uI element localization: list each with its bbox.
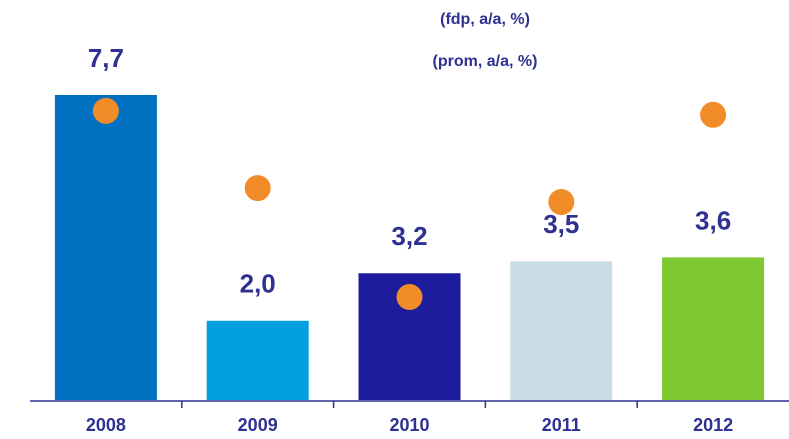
x-tick-label: 2008 (86, 415, 126, 435)
bar (54, 95, 157, 400)
dot (244, 175, 271, 202)
bar (510, 261, 613, 400)
dot (548, 188, 575, 215)
bar (662, 257, 765, 400)
data-label: 2,0 (240, 269, 276, 299)
x-tick-label: 2009 (238, 415, 278, 435)
data-label: 3,6 (695, 205, 731, 235)
legend-entry: (fdp, a/a, %) (440, 11, 530, 28)
data-label: 3,2 (391, 221, 427, 251)
dot (92, 97, 119, 124)
x-tick-label: 2010 (389, 415, 429, 435)
bar (206, 320, 309, 400)
data-label: 7,7 (88, 43, 124, 73)
x-tick-label: 2011 (542, 415, 581, 435)
legend-entry: (prom, a/a, %) (433, 53, 538, 70)
x-tick-label: 2012 (693, 415, 733, 435)
dot (396, 284, 423, 311)
dot (700, 101, 727, 128)
